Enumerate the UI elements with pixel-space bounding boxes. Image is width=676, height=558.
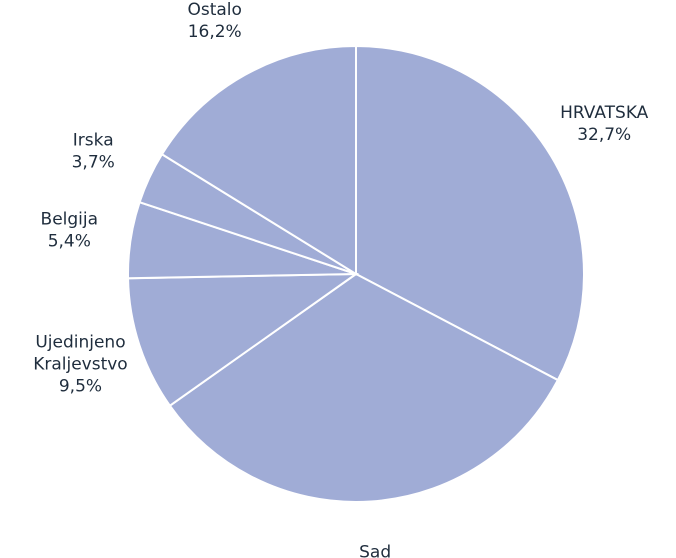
pie-slice: [127, 272, 360, 408]
pie-slice: [160, 44, 357, 276]
category-label: Ostalo: [187, 0, 241, 20]
pie-slice: [355, 44, 585, 382]
pie-slice: [168, 272, 560, 503]
value-label: 5,4%: [48, 231, 91, 251]
value-label: 32,7%: [577, 125, 631, 145]
value-label: 3,7%: [72, 152, 115, 172]
category-label: Ujedinjeno Kraljevstvo: [33, 332, 128, 374]
category-label: Sad: [359, 542, 391, 558]
value-label: 16,2%: [188, 22, 242, 42]
category-label: Irska: [73, 130, 114, 150]
value-label: 9,5%: [59, 376, 102, 396]
category-label: HRVATSKA: [560, 103, 649, 123]
category-label: Belgija: [41, 209, 99, 229]
